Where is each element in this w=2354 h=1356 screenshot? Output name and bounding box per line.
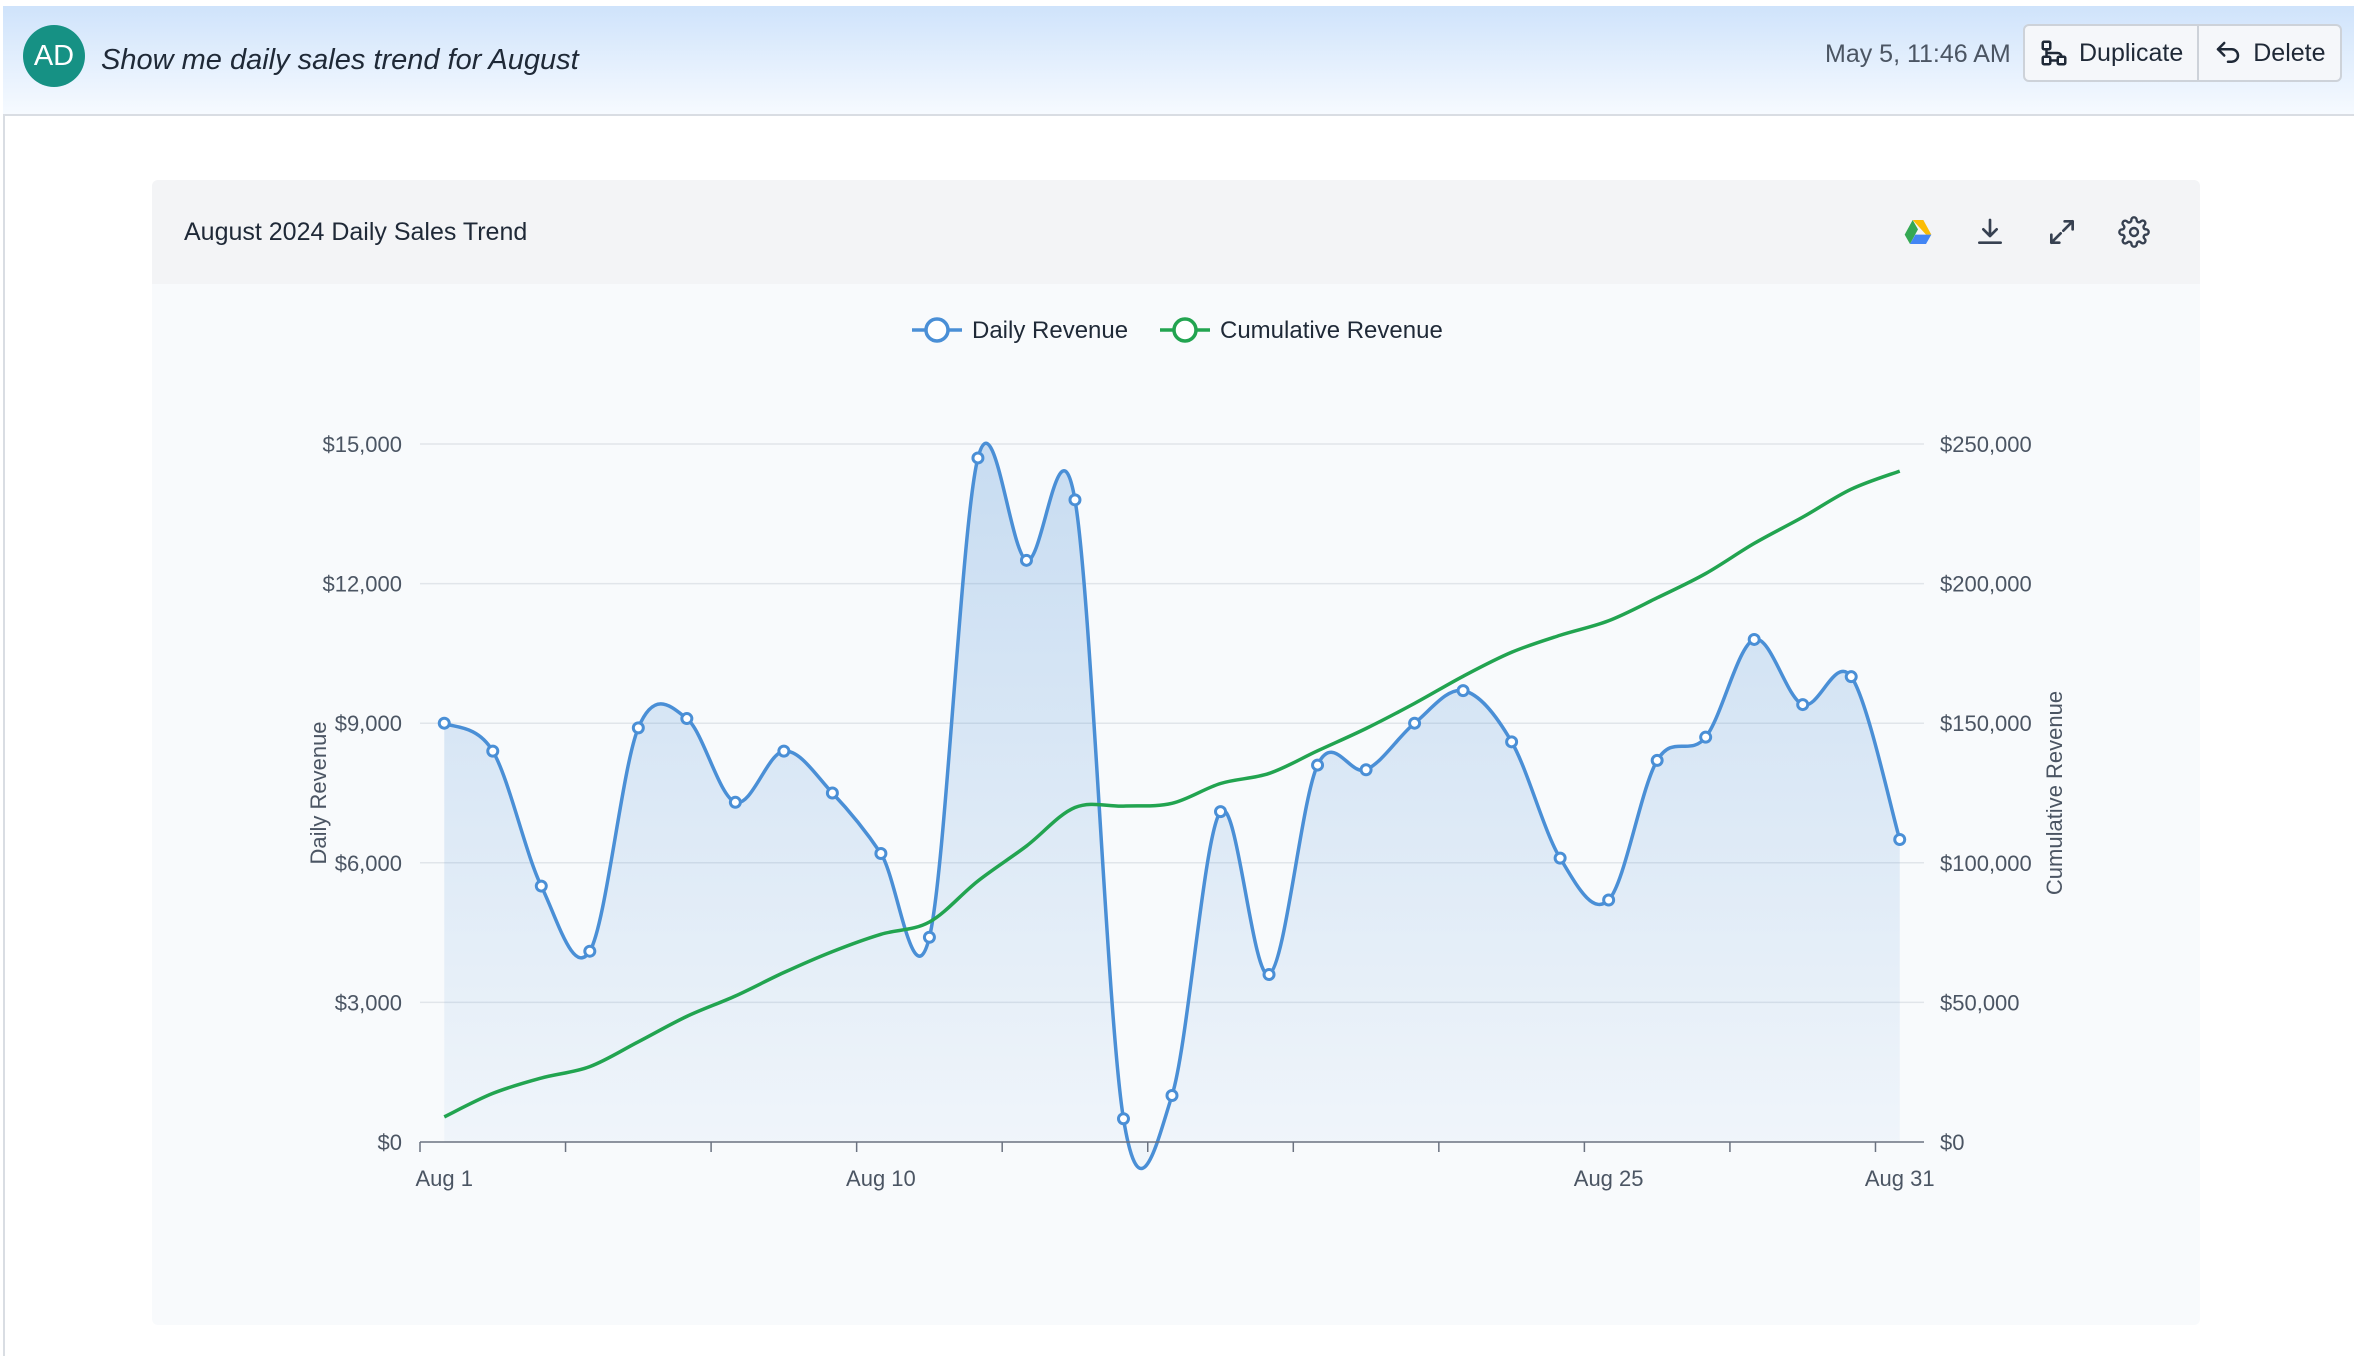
timestamp: May 5, 11:46 AM [1825,40,2011,68]
daily-revenue-point[interactable] [1311,758,1325,772]
daily-revenue-point[interactable] [1699,730,1713,744]
y-tick-label: $0 [378,1130,402,1155]
daily-revenue-point[interactable] [1650,753,1664,767]
daily-revenue-point[interactable] [486,744,500,758]
y2-axis-title: Cumulative Revenue [2042,691,2067,895]
y2-tick-label: $150,000 [1940,711,2032,736]
cumulative-revenue-line [443,469,1901,1119]
y-tick-label: $12,000 [322,572,402,597]
daily-revenue-point[interactable] [1844,670,1858,684]
google-drive-button[interactable] [1898,212,1938,252]
chart-title: August 2024 Daily Sales Trend [184,218,528,246]
delete-button[interactable]: Delete [2197,26,2339,80]
daily-revenue-point[interactable] [1359,763,1373,777]
y-tick-label: $9,000 [335,711,402,736]
legend-cumulative-label[interactable]: Cumulative Revenue [1220,317,1443,344]
daily-revenue-point[interactable] [874,846,888,860]
query-text: Show me daily sales trend for August [101,44,579,76]
y2-tick-label: $250,000 [1940,432,2032,457]
daily-revenue-point[interactable] [728,795,742,809]
chart-card: August 2024 Daily Sales Trend [152,180,2200,1325]
google-drive-icon [1904,220,1932,244]
gear-icon [2118,216,2150,248]
chart-card-header: August 2024 Daily Sales Trend [152,180,2200,284]
legend-marker[interactable] [924,317,950,343]
delete-label: Delete [2253,38,2326,67]
daily-revenue-point[interactable] [583,944,597,958]
y2-tick-label: $100,000 [1940,851,2032,876]
sales-trend-chart: $0 $0 $3,000 $50,000 $6,000 $100,000 $9,000 $15… [306,317,2067,1191]
daily-revenue-point[interactable] [437,716,451,730]
daily-revenue-point[interactable] [971,451,985,465]
x-tick-label: Aug 25 [1574,1166,1644,1191]
daily-revenue-point[interactable] [1116,1112,1130,1126]
y2-tick-label: $200,000 [1940,572,2032,597]
daily-revenue-point[interactable] [777,744,791,758]
y-tick-label: $6,000 [335,851,402,876]
daily-revenue-point[interactable] [534,879,548,893]
duplicate-label: Duplicate [2079,38,2184,67]
y-axis-title: Daily Revenue [306,721,331,864]
expand-icon [2050,220,2074,244]
x-tick-label: Aug 31 [1865,1166,1935,1191]
daily-revenue-point[interactable] [1408,716,1422,730]
daily-revenue-point[interactable] [631,721,645,735]
settings-button[interactable] [2114,212,2154,252]
daily-revenue-point[interactable] [1505,735,1519,749]
duplicate-icon [2041,40,2067,66]
daily-revenue-point[interactable] [1165,1088,1179,1102]
legend-daily-label[interactable]: Daily Revenue [972,317,1128,344]
daily-revenue-point[interactable] [922,930,936,944]
daily-revenue-area [444,443,1900,1169]
daily-revenue-point[interactable] [1262,967,1276,981]
x-tick-label: Aug 1 [416,1166,474,1191]
daily-revenue-point[interactable] [1893,833,1907,847]
x-tick-label: Aug 10 [846,1166,916,1191]
download-icon [1978,218,2002,244]
daily-revenue-point[interactable] [1796,698,1810,712]
y-tick-label: $15,000 [322,432,402,457]
legend-marker[interactable] [1172,317,1198,343]
daily-revenue-point[interactable] [1747,632,1761,646]
daily-revenue-point[interactable] [1553,851,1567,865]
avatar: AD [23,25,85,87]
daily-revenue-point[interactable] [1456,684,1470,698]
daily-revenue-point[interactable] [825,786,839,800]
daily-revenue-point[interactable] [1214,805,1228,819]
header-actions: Duplicate Delete [2023,24,2342,82]
expand-button[interactable] [2042,212,2082,252]
daily-revenue-point[interactable] [1019,553,1033,567]
y-tick-label: $3,000 [335,990,402,1015]
daily-revenue-point[interactable] [680,712,694,726]
y2-tick-label: $0 [1940,1130,1964,1155]
download-button[interactable] [1970,212,2010,252]
daily-revenue-point[interactable] [1068,493,1082,507]
y2-tick-label: $50,000 [1940,990,2020,1015]
undo-icon [2216,41,2240,63]
daily-revenue-point[interactable] [1602,893,1616,907]
duplicate-button[interactable]: Duplicate [2025,26,2197,80]
content-frame [3,6,2354,1356]
message-header: AD Show me daily sales trend for August … [3,6,2354,116]
